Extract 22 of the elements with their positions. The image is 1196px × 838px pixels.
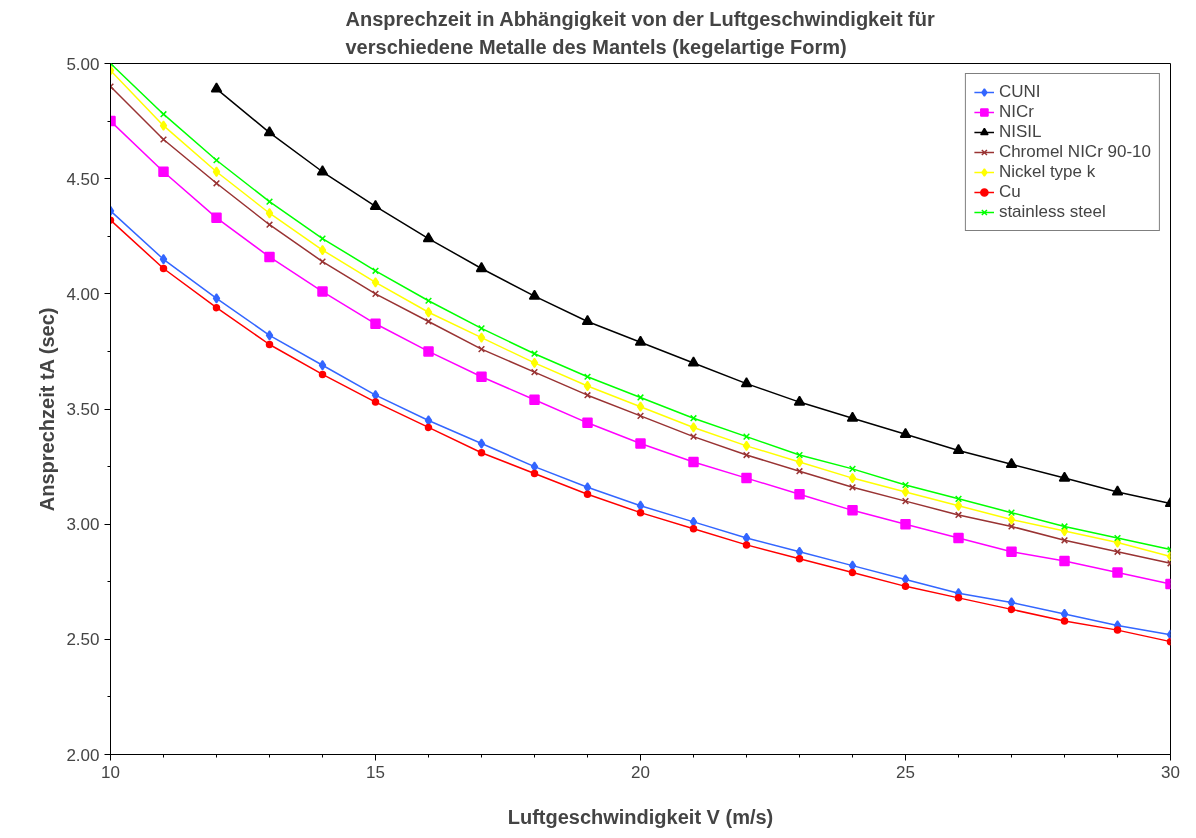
legend-label: Chromel NICr 90-10	[998, 142, 1151, 162]
y-tick-label: 2.00	[66, 745, 100, 765]
y-tick-label: 2.50	[66, 630, 100, 650]
legend-label: stainless steel	[998, 202, 1106, 222]
x-tick-label: 20	[631, 762, 650, 782]
y-tick-label: 4.00	[66, 284, 100, 304]
legend-label: Nickel type k	[998, 162, 1096, 182]
legend-label: NICr	[998, 102, 1034, 122]
y-axis-title: Ansprechzeit tA (sec)	[36, 307, 59, 512]
x-tick-label: 30	[1161, 762, 1180, 782]
x-tick-label: 25	[896, 762, 915, 782]
x-tick-label: 15	[366, 762, 385, 782]
x-tick-label: 10	[101, 762, 120, 782]
legend-label: Cu	[998, 182, 1021, 202]
y-tick-label: 3.00	[66, 515, 100, 535]
legend-label: CUNI	[998, 82, 1041, 102]
legend-label: NISIL	[998, 122, 1042, 142]
x-axis-title: Luftgeschwindigkeit V (m/s)	[507, 805, 774, 828]
y-tick-label: 4.50	[66, 169, 100, 189]
y-tick-label: 5.00	[66, 54, 100, 74]
chart-title: Ansprechzeit in Abhängigkeit von der Luftgeschwindigkeit für verschiedene Metalle des Mantels (kegelartige Form)	[345, 7, 935, 59]
y-tick-label: 3.50	[66, 400, 100, 419]
